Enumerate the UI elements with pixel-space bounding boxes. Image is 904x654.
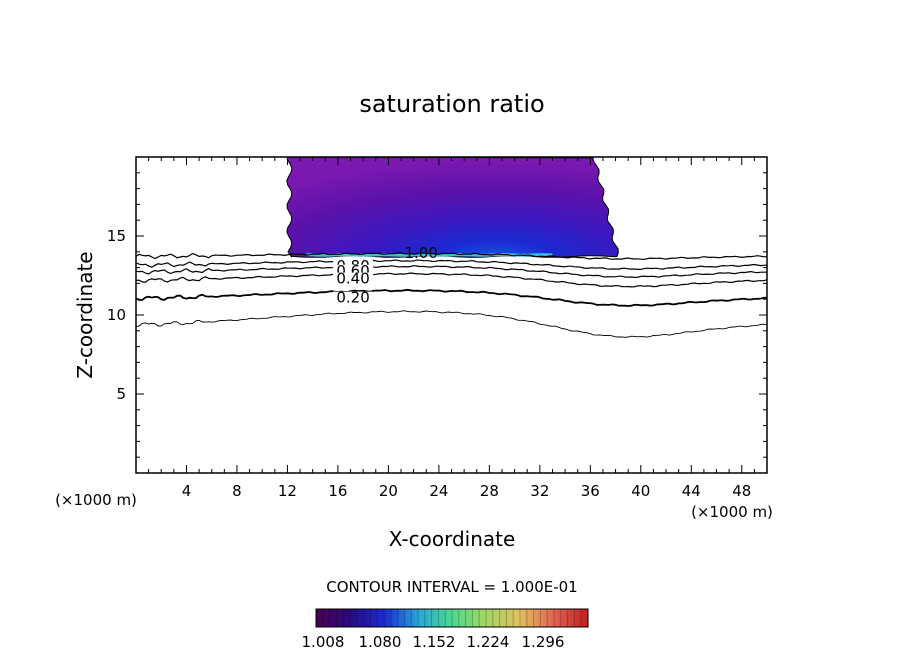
contour-label-backdrop xyxy=(333,272,374,285)
contour-line xyxy=(136,252,767,261)
contour-line xyxy=(136,272,767,288)
contour-interval-text: CONTOUR INTERVAL = 1.000E-01 xyxy=(326,578,577,596)
contour-line xyxy=(136,259,767,270)
y-tick-label: 15 xyxy=(107,227,126,245)
x-tick-label: 24 xyxy=(429,482,448,500)
y-tick-label: 10 xyxy=(107,306,126,324)
colorbar xyxy=(315,608,589,628)
x-tick-label: 40 xyxy=(631,482,650,500)
colorbar-tick-label: 1.008 xyxy=(302,633,345,651)
contour-label: 0.20 xyxy=(336,289,369,307)
contour-label: 0.40 xyxy=(336,270,369,288)
x-unit-right: (×1000 m) xyxy=(691,503,773,521)
contour-line xyxy=(136,265,767,279)
x-tick-label: 32 xyxy=(530,482,549,500)
x-tick-label: 36 xyxy=(581,482,600,500)
x-unit-left: (×1000 m) xyxy=(55,491,137,509)
x-tick-label: 16 xyxy=(328,482,347,500)
colorbar-tick-label: 1.296 xyxy=(522,633,565,651)
contour-label-backdrop xyxy=(333,291,374,304)
colorbar-tick-labels: 1.008 1.080 1.152 1.224 1.296 xyxy=(302,633,565,651)
contour-line xyxy=(136,288,767,307)
y-axis-ticks: 5 10 15 xyxy=(107,172,767,458)
colorbar-tick-label: 1.152 xyxy=(413,633,456,651)
y-axis-label: Z-coordinate xyxy=(73,251,97,378)
colorbar-tick-label: 1.080 xyxy=(359,633,402,651)
x-tick-label: 4 xyxy=(182,482,192,500)
x-axis-ticks: 4 8 12 16 20 24 28 32 36 40 44 48 xyxy=(148,157,755,500)
x-tick-label: 48 xyxy=(732,482,751,500)
plot-area xyxy=(136,157,767,338)
x-tick-label: 12 xyxy=(278,482,297,500)
saturation-maximum-streak xyxy=(306,253,553,257)
colorbar-bands xyxy=(322,609,582,627)
x-tick-label: 44 xyxy=(682,482,701,500)
colorbar-tick-label: 1.224 xyxy=(467,633,510,651)
x-tick-label: 20 xyxy=(379,482,398,500)
contour-labels: 1.000.800.600.400.20 xyxy=(333,244,438,307)
y-tick-label: 5 xyxy=(116,385,126,403)
x-tick-label: 28 xyxy=(480,482,499,500)
x-axis-label: X-coordinate xyxy=(389,527,516,551)
contour-lines xyxy=(136,252,767,338)
contour-line xyxy=(136,310,767,338)
contour-label: 1.00 xyxy=(405,244,438,262)
shaded-saturation-region xyxy=(286,157,619,259)
chart-title: saturation ratio xyxy=(359,90,544,118)
x-tick-label: 8 xyxy=(232,482,242,500)
